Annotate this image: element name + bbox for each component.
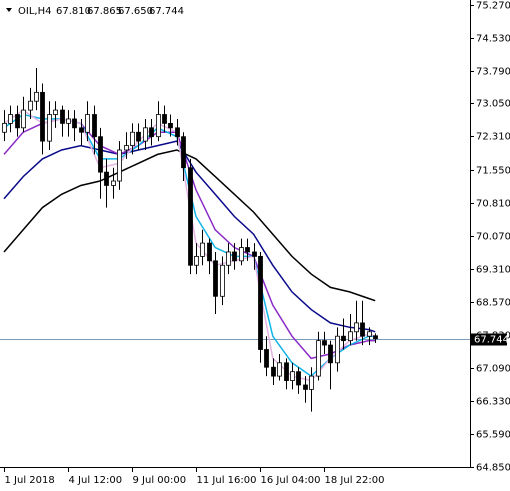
candle-body	[136, 131, 141, 142]
moving-average	[3, 149, 376, 302]
header-low: 67.650	[118, 6, 153, 17]
candle-body	[130, 131, 135, 146]
candle-body	[175, 127, 180, 138]
x-tick-label: 4 Jul 12:00	[69, 475, 123, 486]
candle-body	[92, 114, 97, 138]
candle-body	[239, 247, 244, 262]
y-tick-label: 72.310	[476, 132, 510, 143]
candle-body	[354, 322, 359, 333]
candle-body	[290, 371, 295, 381]
candle-body	[66, 118, 71, 124]
candle-body	[168, 122, 173, 129]
candle-body	[296, 371, 301, 386]
candle-body	[149, 127, 154, 138]
candle-body	[245, 247, 250, 253]
y-tick-label: 68.570	[476, 298, 510, 309]
candle-body	[156, 114, 161, 138]
candle-body	[194, 255, 199, 266]
y-tick-label: 70.810	[476, 199, 510, 210]
candle-body	[341, 335, 346, 342]
candle-body	[348, 331, 353, 342]
candle-body	[232, 251, 237, 262]
candle-body	[124, 145, 129, 151]
candle-body	[8, 114, 13, 124]
y-tick-label: 73.050	[476, 99, 510, 110]
candle-body	[117, 149, 122, 182]
candle-body	[85, 114, 90, 133]
candle-body	[322, 340, 327, 346]
candle-body	[28, 100, 33, 111]
candle-body	[47, 114, 52, 142]
header-close: 67.744	[149, 6, 184, 17]
candle-body	[181, 136, 186, 169]
candle-body	[277, 362, 282, 377]
candle-body	[220, 264, 225, 297]
candle-body	[200, 242, 205, 257]
candle-body	[335, 335, 340, 364]
candle-body	[104, 171, 109, 186]
candle-body	[213, 260, 218, 297]
candle-body	[226, 251, 231, 266]
y-tick-label: 70.070	[476, 232, 510, 243]
y-tick-label: 66.330	[476, 397, 510, 408]
candle-body	[328, 344, 333, 364]
candle-body	[72, 118, 77, 129]
candle-body	[360, 322, 365, 337]
candle-body	[264, 349, 269, 368]
candle-body	[143, 127, 148, 142]
candle-body	[271, 366, 276, 377]
candle-body	[111, 180, 116, 186]
candle-body	[207, 242, 212, 262]
y-tick-label: 64.850	[476, 463, 510, 474]
x-tick-label: 11 Jul 16:00	[197, 475, 257, 486]
price-label-box	[471, 333, 507, 346]
candle-body	[60, 109, 65, 124]
x-tick-label: 16 Jul 04:00	[261, 475, 321, 486]
candle-body	[373, 335, 378, 340]
candle-body	[367, 331, 372, 337]
candle-body	[188, 167, 193, 266]
price-label: 67.744	[474, 335, 509, 346]
candle-body	[316, 340, 321, 377]
candle-body	[40, 91, 45, 142]
x-tick-label: 9 Jul 00:00	[133, 475, 187, 486]
menu-arrow[interactable]	[6, 8, 12, 12]
candle-body	[284, 362, 289, 381]
candle-body	[98, 136, 103, 173]
y-tick-label: 69.310	[476, 265, 510, 276]
y-tick-label: 65.590	[476, 430, 510, 441]
y-tick-label: 74.530	[476, 34, 510, 45]
y-tick-label: 73.790	[476, 67, 510, 78]
candle-body	[2, 122, 7, 133]
candle-body	[53, 109, 58, 115]
candle-body	[15, 114, 20, 129]
candle-body	[34, 91, 39, 102]
candle-body	[258, 255, 263, 350]
y-tick-label: 71.550	[476, 166, 510, 177]
y-tick-label: 75.270	[476, 1, 510, 12]
candle-body	[21, 109, 26, 129]
x-tick-label: 1 Jul 2018	[5, 475, 55, 486]
candle-body	[303, 384, 308, 390]
header-open: 67.810	[56, 6, 91, 17]
candle-body	[162, 114, 167, 124]
moving-average	[3, 140, 376, 333]
symbol: OIL,H4	[18, 6, 51, 17]
candle-body	[79, 127, 84, 133]
candle-body	[309, 375, 314, 390]
y-tick-label: 67.090	[476, 364, 510, 375]
x-tick-label: 18 Jul 22:00	[325, 475, 385, 486]
header-high: 67.865	[87, 6, 122, 17]
candle-body	[252, 251, 257, 257]
